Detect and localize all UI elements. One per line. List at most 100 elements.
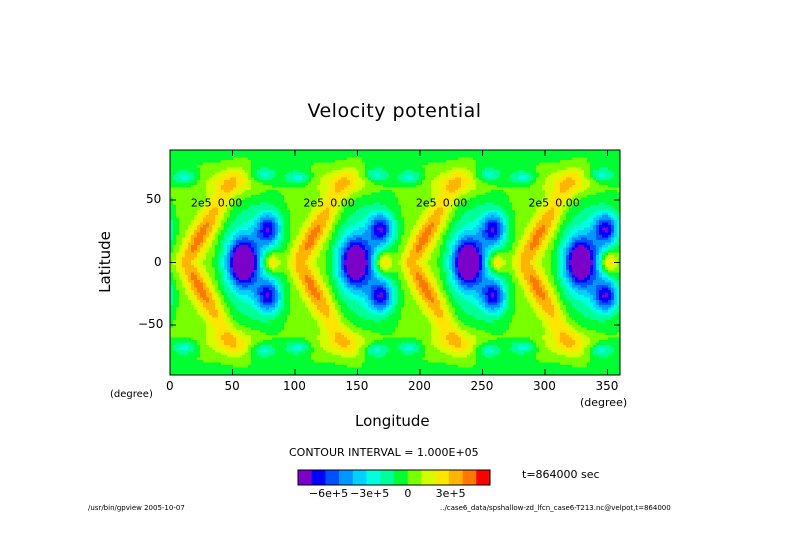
heat-cell	[458, 262, 480, 266]
heat-cell	[302, 287, 306, 291]
heat-cell	[314, 360, 366, 363]
heat-cell	[311, 180, 321, 183]
heat-cell	[221, 307, 225, 311]
heat-cell	[398, 250, 405, 253]
heat-cell	[452, 220, 459, 223]
heat-cell	[323, 227, 330, 231]
heat-cell	[227, 355, 243, 358]
heat-cell	[455, 255, 459, 258]
heat-cell	[458, 257, 480, 261]
y-tick-label: 50	[146, 192, 162, 206]
heat-cell	[545, 192, 552, 196]
heat-cell	[536, 290, 543, 293]
heat-cell	[368, 305, 375, 308]
heat-cell	[452, 247, 456, 251]
heat-cell	[191, 240, 195, 243]
heat-cell	[281, 312, 291, 316]
heat-cell	[221, 302, 228, 306]
heat-cell	[296, 262, 306, 266]
heat-cell	[398, 227, 405, 231]
heat-cell	[236, 202, 261, 206]
heat-cell	[575, 332, 585, 336]
heat-cell	[179, 297, 189, 301]
heat-cell	[428, 245, 432, 248]
heat-cell	[221, 212, 225, 216]
heat-cell	[488, 252, 492, 256]
heat-cell	[389, 247, 399, 251]
heat-cell	[401, 257, 405, 261]
heat-cell	[593, 297, 597, 301]
heat-cell	[170, 180, 177, 183]
heat-cell	[365, 162, 429, 166]
heat-cell	[560, 307, 567, 311]
heat-cell	[359, 245, 366, 248]
heat-cell	[617, 305, 621, 308]
heat-cell	[347, 287, 354, 291]
heat-cell	[536, 217, 543, 221]
heat-cell	[191, 275, 198, 278]
heat-cell	[314, 240, 318, 243]
heat-cell	[356, 285, 363, 288]
heat-cell	[455, 317, 459, 321]
heat-cell	[284, 240, 291, 243]
heat-cell	[425, 275, 432, 278]
heat-cell	[215, 267, 219, 271]
heat-cell	[536, 265, 543, 268]
heat-cell	[206, 335, 216, 338]
heat-cell	[503, 207, 513, 211]
heat-cell	[263, 222, 273, 226]
heat-cell	[602, 300, 609, 303]
heat-cell	[473, 157, 573, 161]
heat-cell	[611, 287, 615, 291]
heat-cell	[413, 287, 417, 291]
heat-cell	[407, 282, 411, 286]
heat-cell	[404, 255, 411, 258]
heat-cell	[443, 267, 450, 271]
heat-cell	[398, 262, 405, 266]
heat-cell	[365, 215, 372, 218]
heat-cell	[374, 272, 378, 276]
heat-cell	[590, 267, 594, 271]
heat-cell	[170, 227, 174, 231]
heat-cell	[542, 235, 546, 238]
heat-cell	[170, 360, 204, 363]
heat-cell	[392, 237, 399, 241]
heat-cell	[563, 290, 570, 293]
heat-cell	[602, 235, 609, 238]
heat-cell	[602, 295, 609, 298]
heat-cell	[284, 285, 291, 288]
heat-cell	[599, 262, 603, 266]
heat-cell	[581, 325, 621, 328]
heat-cell	[227, 285, 234, 288]
heat-cell	[200, 242, 204, 246]
heat-cell	[251, 350, 258, 353]
heat-cell	[536, 257, 543, 261]
heat-cell	[299, 240, 303, 243]
heat-cell	[206, 240, 210, 243]
heat-cell	[428, 162, 477, 166]
heat-cell	[320, 310, 330, 313]
heat-cell	[524, 280, 528, 283]
heat-cell	[284, 297, 291, 301]
heat-cell	[278, 215, 285, 218]
heat-cell	[227, 277, 231, 281]
heat-cell	[518, 240, 525, 243]
heat-cell	[248, 227, 255, 231]
heat-cell	[419, 265, 426, 268]
heat-cell	[185, 270, 198, 273]
heat-cell	[551, 252, 558, 256]
heat-cell	[416, 235, 423, 238]
heat-cell	[203, 277, 207, 281]
heat-cell	[437, 240, 444, 243]
heat-cell	[299, 245, 306, 248]
heat-cell	[593, 272, 597, 276]
heat-cell	[599, 172, 606, 176]
heat-cell	[290, 305, 306, 308]
heat-cell	[524, 232, 528, 236]
heat-cell	[536, 302, 540, 306]
heat-cell	[227, 172, 240, 176]
heat-cell	[395, 282, 402, 286]
heat-cell	[275, 217, 279, 221]
heat-cell	[422, 235, 429, 238]
heat-cell	[497, 292, 501, 296]
